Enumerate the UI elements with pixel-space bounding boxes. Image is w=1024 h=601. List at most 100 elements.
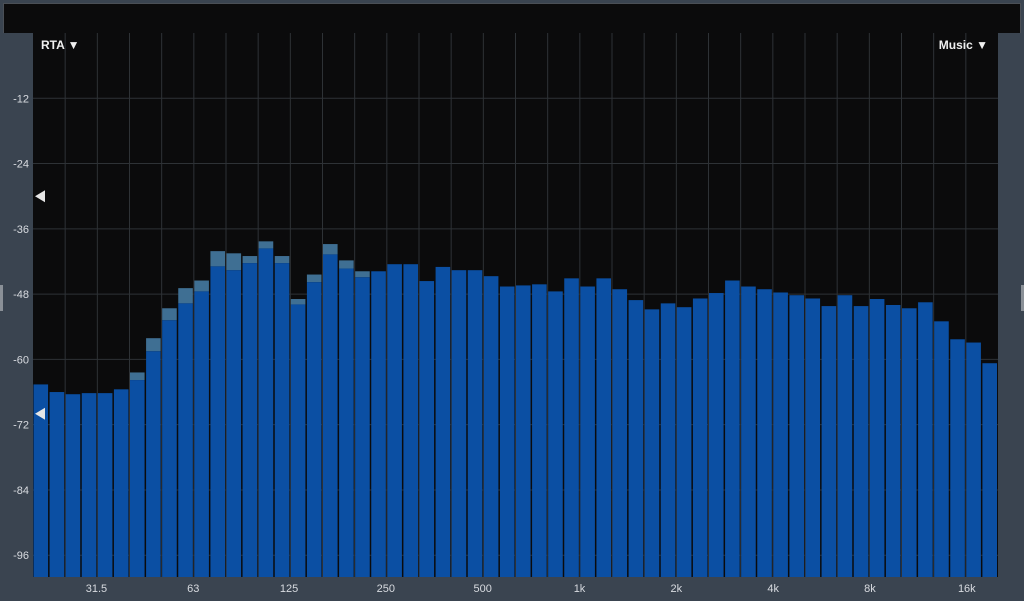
spectrum-bar [885, 305, 901, 577]
spectrum-bar [644, 309, 660, 577]
spectrum-bar [982, 363, 997, 577]
spectrum-bar [274, 263, 290, 577]
preset-dropdown[interactable]: Music ▼ [939, 38, 988, 52]
spectrum-bar [580, 286, 595, 577]
top-bar [3, 3, 1021, 33]
spectrum-bar [226, 270, 242, 577]
peak-hold-segment [210, 251, 225, 267]
y-tick-label: -24 [13, 159, 29, 171]
peak-hold-segment [226, 253, 242, 271]
peak-hold-segment [290, 299, 306, 305]
peak-hold-segment [339, 260, 354, 269]
spectrum-bar [934, 321, 949, 577]
level-markers[interactable] [35, 190, 45, 420]
spectrum-bar [628, 300, 644, 577]
spectrum-bar [387, 264, 402, 577]
spectrum-bar [950, 339, 965, 577]
spectrum-bar [516, 285, 531, 577]
spectrum-bar [805, 298, 821, 577]
spectrum-bar [210, 266, 225, 577]
spectrum-bar [419, 281, 435, 577]
spectrum-bar [403, 264, 418, 577]
x-tick-label: 31.5 [86, 583, 107, 595]
rta-mode-dropdown[interactable]: RTA ▼ [41, 38, 80, 52]
spectrum-bar [355, 277, 370, 577]
y-tick-label: -48 [13, 289, 29, 301]
spectrum-bar [821, 306, 837, 577]
x-tick-label: 8k [864, 583, 876, 595]
y-tick-label: -72 [13, 420, 29, 432]
spectrum-bar [837, 295, 853, 577]
spectrum-bar [660, 303, 676, 577]
left-resize-handle[interactable] [0, 285, 3, 311]
spectrum-bar [692, 298, 708, 577]
spectrum-bar [676, 307, 692, 577]
spectrum-bar [467, 270, 483, 577]
rta-mode-label: RTA [41, 38, 65, 52]
y-tick-label: -60 [13, 354, 29, 366]
peak-hold-segment [306, 274, 322, 283]
spectrum-bar [853, 306, 869, 577]
spectrum-bar [902, 308, 917, 577]
peak-hold-segment [355, 271, 370, 278]
spectrum-bar [290, 304, 306, 577]
spectrum-bar [548, 291, 563, 577]
spectrum-bar [97, 393, 113, 577]
spectrum-bar [918, 302, 933, 577]
x-axis: 31.5 63 125 250 500 1k 2k 4k 8k 16k [86, 583, 976, 595]
preset-label: Music [938, 38, 973, 52]
spectrum-bar [499, 286, 515, 577]
spectrum-bar [194, 291, 209, 577]
triangle-down-icon: ▼ [976, 38, 988, 52]
peak-hold-segment [162, 308, 177, 321]
spectrum-bar [33, 384, 49, 577]
x-tick-label: 4k [767, 583, 779, 595]
y-axis: -12 -24 -36 -48 -60 -72 -84 -96 [13, 93, 29, 562]
spectrum-bar [709, 293, 724, 577]
peak-hold-segment [178, 288, 193, 304]
y-tick-label: -96 [13, 550, 29, 562]
spectrum-bar [146, 351, 161, 577]
level-marker-triangle-icon[interactable] [35, 190, 45, 203]
spectrum-bar [966, 342, 981, 577]
spectrum-bar [371, 271, 386, 577]
spectrum-bar [130, 380, 145, 577]
spectrum-bar [65, 394, 81, 577]
triangle-down-icon: ▼ [67, 38, 80, 52]
spectrum-bar [435, 266, 451, 577]
peak-hold-segment [258, 241, 274, 249]
y-tick-label: -84 [13, 485, 29, 497]
peak-hold-segment [146, 338, 161, 352]
spectrum-bar [483, 276, 499, 577]
spectrum-bar [741, 286, 756, 577]
spectrum-bar [242, 263, 258, 577]
peak-hold-segment [323, 244, 338, 255]
x-tick-label: 1k [574, 583, 586, 595]
spectrum-bar [725, 280, 740, 577]
spectrum-bar [532, 284, 547, 577]
peak-hold-segment [242, 256, 258, 264]
x-tick-label: 125 [280, 583, 298, 595]
peak-hold-segment [130, 372, 145, 381]
spectrum-bar [162, 320, 177, 577]
x-tick-label: 63 [187, 583, 199, 595]
spectrum-bar [612, 289, 628, 577]
y-tick-label: -36 [13, 224, 29, 236]
peak-hold-segment [274, 256, 290, 264]
spectrum-bar [258, 248, 274, 577]
x-tick-label: 500 [473, 583, 491, 595]
level-marker-triangle-icon[interactable] [35, 407, 45, 420]
spectrum-bar [596, 278, 611, 577]
grid [33, 33, 998, 577]
spectrum-bar [339, 268, 354, 577]
spectrum-bar [789, 295, 804, 577]
spectrum-bar [451, 270, 467, 577]
y-tick-label: -12 [13, 93, 29, 105]
spectrum-bar [113, 389, 129, 577]
right-resize-handle[interactable] [1021, 285, 1024, 311]
x-tick-label: 16k [958, 583, 976, 595]
spectrum-bar [757, 289, 772, 577]
spectrum-bar [49, 392, 65, 577]
spectrum-bar [306, 282, 322, 577]
